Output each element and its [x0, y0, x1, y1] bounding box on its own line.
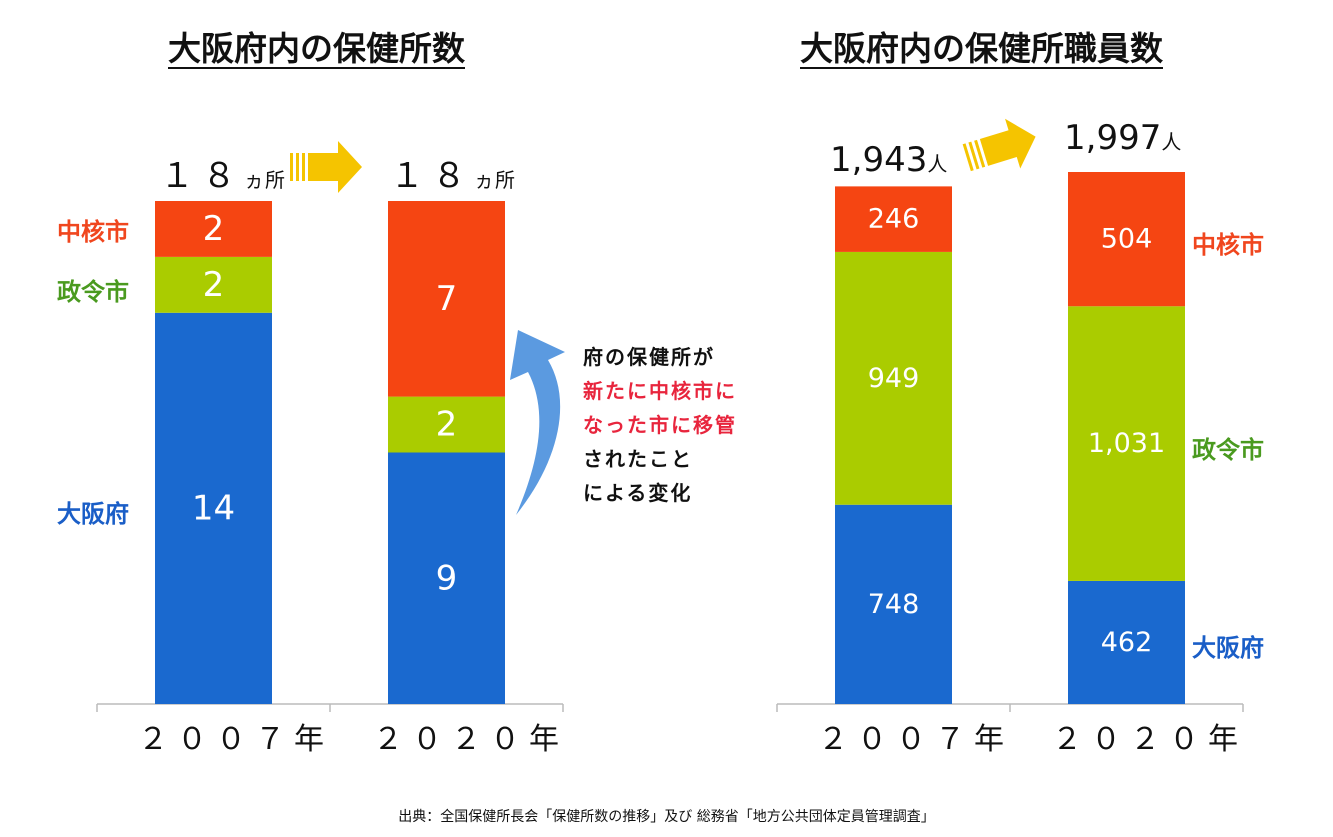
left-bars: 14 2 2 9 2 7 — [155, 201, 505, 704]
source-citation: 出典：全国保健所長会「保健所数の推移」及び 総務省「地方公共団体定員管理調査」 — [398, 809, 935, 825]
right-bar-1-value-1: 1,031 — [1088, 428, 1165, 459]
left-bar-1-value-1: 2 — [436, 405, 458, 445]
left-year-2007: ２００７年 — [138, 722, 333, 757]
note-line-2: 新たに中核市に — [583, 379, 737, 403]
note-line-1: 府の保健所が — [583, 345, 715, 369]
right-label-seireishi: 政令市 — [1192, 436, 1264, 464]
right-bar-1-value-0: 462 — [1101, 627, 1153, 658]
left-year-2020: ２０２０年 — [373, 722, 568, 757]
right-bar-1-segment-0 — [1068, 580, 1185, 704]
left-bar-0-segment-0 — [155, 312, 272, 704]
left-label-osakafu: 大阪府 — [57, 500, 129, 528]
right-bars: 748 949 246 462 1,031 504 — [835, 172, 1185, 704]
transfer-curve-arrow-icon — [510, 330, 565, 515]
transfer-note: 府の保健所が 新たに中核市に なった市に移管 されたこと による変化 — [583, 340, 737, 510]
left-bar-1-segment-0 — [388, 452, 505, 704]
left-bar-0-segment-2 — [155, 201, 272, 257]
right-bar-0-value-0: 748 — [868, 589, 920, 620]
left-label-seireishi: 政令市 — [57, 278, 129, 306]
note-line-3: なった市に移管 — [583, 413, 737, 437]
note-line-5: による変化 — [583, 481, 693, 505]
left-bar-0-value-0: 14 — [192, 488, 235, 528]
left-total-2007: １８ヵ所 — [160, 156, 286, 196]
right-axis — [776, 703, 1244, 712]
right-chart-title: 大阪府内の保健所職員数 — [800, 29, 1163, 68]
right-bar-0-segment-2 — [835, 186, 952, 252]
right-bar-1-segment-1 — [1068, 306, 1185, 581]
left-bar-1-value-2: 7 — [436, 279, 458, 319]
right-bar-0-segment-0 — [835, 504, 952, 704]
right-label-osakafu: 大阪府 — [1192, 634, 1264, 662]
right-bar-0-segment-1 — [835, 251, 952, 505]
right-total-2007: 1,943人 — [830, 140, 948, 180]
right-year-2020: ２０２０年 — [1052, 722, 1247, 757]
left-bar-0-value-1: 2 — [203, 265, 225, 305]
left-bar-1-value-0: 9 — [436, 558, 458, 598]
left-bar-0-segment-1 — [155, 256, 272, 313]
left-label-chukakushi: 中核市 — [57, 218, 129, 246]
left-axis — [96, 703, 564, 712]
right-bar-0-value-2: 246 — [868, 204, 920, 235]
right-year-2007: ２００７年 — [818, 722, 1013, 757]
left-bar-0-value-2: 2 — [203, 209, 225, 249]
right-bar-1-segment-2 — [1068, 172, 1185, 307]
left-total-2020: １８ヵ所 — [390, 156, 516, 196]
right-bar-1-value-2: 504 — [1101, 224, 1153, 255]
left-bar-1-segment-1 — [388, 396, 505, 453]
note-line-4: されたこと — [583, 447, 693, 471]
left-bar-1-segment-2 — [388, 201, 505, 397]
right-total-2020: 1,997人 — [1064, 118, 1182, 158]
right-label-chukakushi: 中核市 — [1192, 231, 1264, 259]
left-chart-title: 大阪府内の保健所数 — [168, 29, 465, 68]
left-change-arrow-icon — [290, 141, 362, 193]
right-bar-0-value-1: 949 — [868, 363, 920, 394]
right-change-arrow-icon — [962, 118, 1036, 172]
